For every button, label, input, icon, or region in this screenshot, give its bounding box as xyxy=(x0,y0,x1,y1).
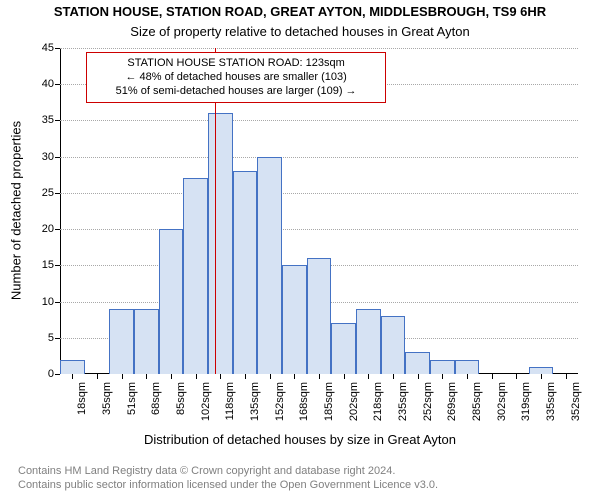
attribution-line-2: Contains public sector information licen… xyxy=(18,478,600,492)
xtick-label: 185sqm xyxy=(323,382,335,421)
gridline xyxy=(60,193,578,194)
annotation-line-3: 51% of semi-detached houses are larger (… xyxy=(95,85,377,99)
ytick-label: 5 xyxy=(48,332,54,344)
attribution-text: Contains HM Land Registry data © Crown c… xyxy=(0,464,600,493)
ytick-label: 25 xyxy=(42,187,54,199)
xtick-mark xyxy=(319,374,320,379)
xtick-mark xyxy=(294,374,295,379)
x-axis-title: Distribution of detached houses by size … xyxy=(0,432,600,447)
histogram-bar xyxy=(282,265,307,374)
histogram-bar xyxy=(307,258,332,374)
ytick-mark xyxy=(55,84,60,85)
ytick-mark xyxy=(55,302,60,303)
chart-container: STATION HOUSE, STATION ROAD, GREAT AYTON… xyxy=(0,0,600,500)
xtick-label: 85sqm xyxy=(175,382,187,415)
annotation-box: STATION HOUSE STATION ROAD: 123sqm ← 48%… xyxy=(86,52,386,103)
xtick-label: 235sqm xyxy=(397,382,409,421)
xtick-mark xyxy=(72,374,73,379)
xtick-label: 102sqm xyxy=(200,382,212,421)
ytick-label: 15 xyxy=(42,259,54,271)
xtick-mark xyxy=(122,374,123,379)
xtick-mark xyxy=(171,374,172,379)
histogram-bar xyxy=(208,113,233,374)
xtick-mark xyxy=(442,374,443,379)
histogram-bar xyxy=(60,360,85,374)
xtick-label: 152sqm xyxy=(274,382,286,421)
ytick-label: 0 xyxy=(48,368,54,380)
y-axis-title: Number of detached properties xyxy=(9,111,24,311)
xtick-mark xyxy=(467,374,468,379)
ytick-mark xyxy=(55,229,60,230)
histogram-bar xyxy=(356,309,381,374)
xtick-mark xyxy=(270,374,271,379)
annotation-line-2: ← 48% of detached houses are smaller (10… xyxy=(95,71,377,85)
chart-title: Size of property relative to detached ho… xyxy=(0,24,600,39)
histogram-bar xyxy=(257,157,282,374)
xtick-label: 252sqm xyxy=(422,382,434,421)
ytick-label: 35 xyxy=(42,114,54,126)
gridline xyxy=(60,157,578,158)
gridline xyxy=(60,229,578,230)
xtick-label: 68sqm xyxy=(150,382,162,415)
histogram-bar xyxy=(529,367,554,374)
xtick-mark xyxy=(146,374,147,379)
histogram-bar xyxy=(381,316,406,374)
ytick-mark xyxy=(55,374,60,375)
xtick-label: 35sqm xyxy=(101,382,113,415)
histogram-bar xyxy=(183,178,208,374)
histogram-bar xyxy=(331,323,356,374)
xtick-mark xyxy=(196,374,197,379)
xtick-label: 319sqm xyxy=(520,382,532,421)
xtick-mark xyxy=(418,374,419,379)
gridline xyxy=(60,120,578,121)
histogram-bar xyxy=(109,309,134,374)
histogram-bar xyxy=(233,171,258,374)
y-axis-line xyxy=(60,48,61,374)
chart-supertitle: STATION HOUSE, STATION ROAD, GREAT AYTON… xyxy=(0,4,600,19)
gridline xyxy=(60,48,578,49)
ytick-label: 30 xyxy=(42,151,54,163)
xtick-label: 352sqm xyxy=(570,382,582,421)
xtick-label: 18sqm xyxy=(76,382,88,415)
ytick-mark xyxy=(55,120,60,121)
histogram-bar xyxy=(455,360,480,374)
xtick-mark xyxy=(516,374,517,379)
xtick-label: 285sqm xyxy=(471,382,483,421)
annotation-line-1: STATION HOUSE STATION ROAD: 123sqm xyxy=(95,57,377,71)
ytick-label: 20 xyxy=(42,223,54,235)
histogram-bar xyxy=(405,352,430,374)
xtick-label: 302sqm xyxy=(496,382,508,421)
histogram-bar xyxy=(430,360,455,374)
xtick-label: 51sqm xyxy=(126,382,138,415)
xtick-label: 168sqm xyxy=(298,382,310,421)
histogram-bar xyxy=(134,309,159,374)
ytick-label: 45 xyxy=(42,42,54,54)
xtick-mark xyxy=(368,374,369,379)
xtick-label: 135sqm xyxy=(249,382,261,421)
xtick-label: 202sqm xyxy=(348,382,360,421)
ytick-mark xyxy=(55,48,60,49)
ytick-mark xyxy=(55,338,60,339)
ytick-mark xyxy=(55,193,60,194)
ytick-mark xyxy=(55,157,60,158)
xtick-mark xyxy=(566,374,567,379)
xtick-mark xyxy=(492,374,493,379)
attribution-line-1: Contains HM Land Registry data © Crown c… xyxy=(18,464,600,478)
xtick-label: 335sqm xyxy=(545,382,557,421)
xtick-mark xyxy=(97,374,98,379)
ytick-label: 10 xyxy=(42,296,54,308)
xtick-label: 269sqm xyxy=(446,382,458,421)
ytick-label: 40 xyxy=(42,78,54,90)
xtick-label: 118sqm xyxy=(224,382,236,420)
xtick-mark xyxy=(245,374,246,379)
plot-area: 05101520253035404518sqm35sqm51sqm68sqm85… xyxy=(60,48,578,374)
xtick-mark xyxy=(344,374,345,379)
xtick-mark xyxy=(393,374,394,379)
ytick-mark xyxy=(55,265,60,266)
xtick-mark xyxy=(541,374,542,379)
xtick-mark xyxy=(220,374,221,379)
xtick-label: 218sqm xyxy=(372,382,384,421)
histogram-bar xyxy=(159,229,184,374)
